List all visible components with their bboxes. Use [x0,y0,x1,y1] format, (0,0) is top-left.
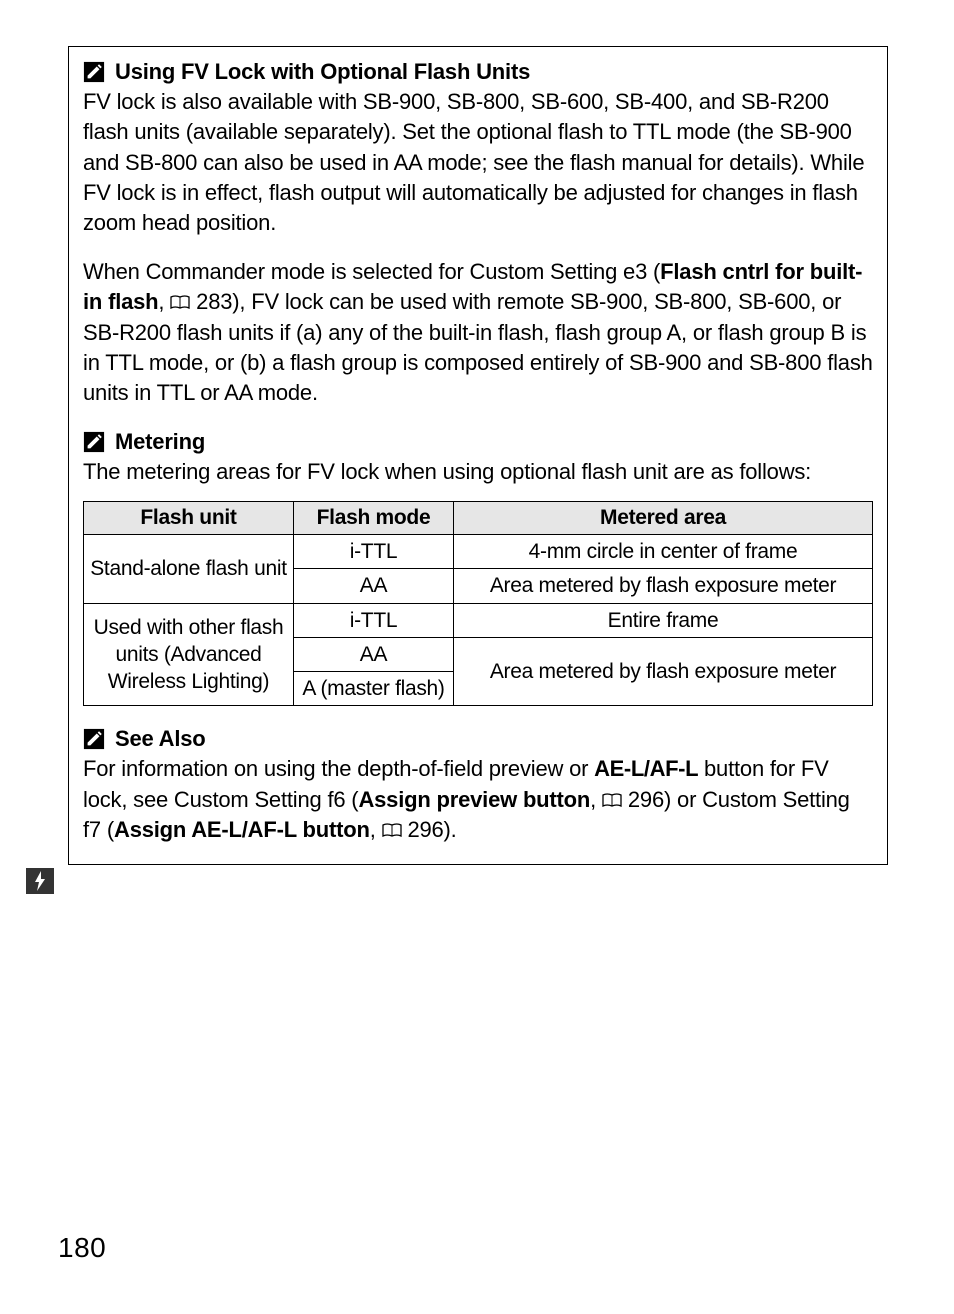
section-heading-metering: Metering [83,429,873,455]
page-ref-icon [602,793,622,808]
text-fragment: , [590,787,602,812]
cell-area: Area metered by flash exposure meter [454,637,873,706]
cell-mode: AA [294,569,454,603]
text-fragment: , [370,817,382,842]
table-header-row: Flash unit Flash mode Metered area [84,501,873,534]
cell-area: Entire frame [454,603,873,637]
seealso-paragraph: For information on using the depth-of-fi… [83,754,873,845]
section-title-seealso: See Also [115,726,206,752]
section-title-metering: Metering [115,429,205,455]
text-fragment: 296). [402,817,457,842]
content-box: Using FV Lock with Optional Flash Units … [68,46,888,865]
text-fragment: For information on using the depth-of-fi… [83,756,594,781]
page-ref-icon [382,823,402,838]
cell-awl: Used with other flash units (Advanced Wi… [84,603,294,706]
section-heading-fvlock: Using FV Lock with Optional Flash Units [83,59,873,85]
bold-assign-aelafl: Assign AE-L/AF-L button [114,817,370,842]
bold-aelafl: AE-L/AF-L [594,756,698,781]
cell-area: Area metered by flash exposure meter [454,569,873,603]
th-flash-unit: Flash unit [84,501,294,534]
cell-mode: i-TTL [294,603,454,637]
metering-table: Flash unit Flash mode Metered area Stand… [83,501,873,706]
pencil-note-icon [83,61,105,83]
text-fragment: 283), FV lock can be used with remote SB… [83,289,873,405]
th-flash-mode: Flash mode [294,501,454,534]
cell-area: 4-mm circle in center of frame [454,534,873,568]
flash-section-tab-icon [26,868,54,894]
text-fragment: When Commander mode is selected for Cust… [83,259,660,284]
page-number: 180 [58,1232,106,1264]
cell-standalone: Stand-alone flash unit [84,534,294,603]
cell-mode: AA [294,637,454,671]
th-metered-area: Metered area [454,501,873,534]
bold-assign-preview: Assign preview button [358,787,590,812]
table-row: Stand-alone flash unit i-TTL 4-mm circle… [84,534,873,568]
fvlock-paragraph-1: FV lock is also available with SB-900, S… [83,87,873,239]
page-ref-icon [170,295,190,310]
pencil-note-icon [83,431,105,453]
section-title-fvlock: Using FV Lock with Optional Flash Units [115,59,530,85]
pencil-note-icon [83,728,105,750]
text-fragment: , [158,289,170,314]
fvlock-paragraph-2: When Commander mode is selected for Cust… [83,257,873,409]
metering-paragraph: The metering areas for FV lock when usin… [83,457,873,487]
cell-mode: A (master flash) [294,672,454,706]
table-row: Used with other flash units (Advanced Wi… [84,603,873,637]
cell-mode: i-TTL [294,534,454,568]
section-heading-seealso: See Also [83,726,873,752]
